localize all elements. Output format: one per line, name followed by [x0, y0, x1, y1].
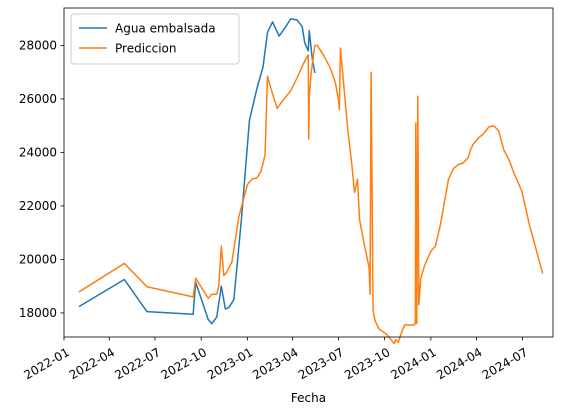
series-line-agua-embalsada: [78, 17, 316, 325]
y-tick-label: 20000: [19, 252, 57, 266]
legend-frame: [70, 13, 240, 65]
y-tick-label: 22000: [19, 199, 57, 213]
y-tick-label: 26000: [19, 92, 57, 106]
x-axis-label: Fecha: [291, 391, 326, 405]
legend-label-agua-embalsada: Agua embalsada: [115, 22, 216, 36]
y-tick-label: 18000: [19, 306, 57, 320]
y-tick-label: 24000: [19, 145, 57, 159]
y-axis: 18000 20000 22000 24000 26000 28000: [19, 38, 64, 320]
legend: Agua embalsada Prediccion: [70, 13, 240, 65]
series-line-prediccion: [78, 44, 544, 345]
series-layer: [78, 17, 544, 345]
legend-label-prediccion: Prediccion: [115, 42, 177, 56]
y-tick-label: 28000: [19, 38, 57, 52]
plot-frame: [63, 7, 554, 338]
